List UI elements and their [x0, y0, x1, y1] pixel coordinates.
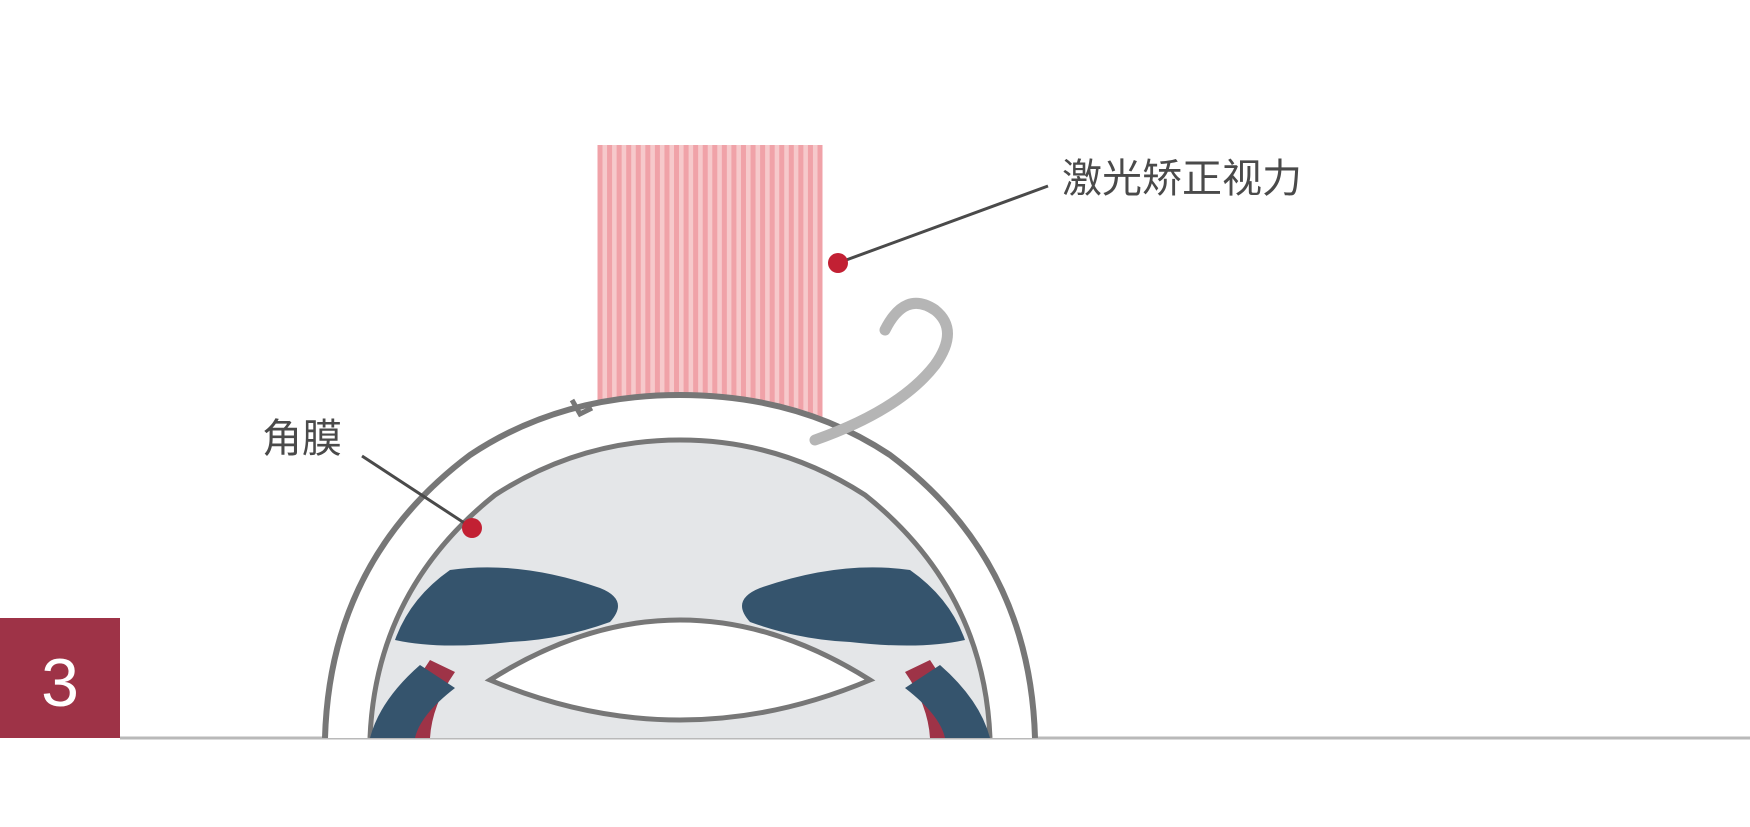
laser-beam-fill	[600, 145, 820, 427]
step-number: 3	[41, 645, 79, 721]
callout-cornea-dot	[462, 518, 482, 538]
callout-laser: 激光矫正视力	[828, 146, 1302, 273]
callout-laser-dot	[828, 253, 848, 273]
diagram-canvas: 3 激光矫正视力 角膜	[0, 0, 1750, 827]
laser-beam	[600, 145, 820, 427]
callout-cornea-label: 角膜	[262, 406, 342, 464]
callout-laser-line	[838, 186, 1048, 263]
corneal-flap	[815, 303, 948, 440]
callout-laser-label: 激光矫正视力	[1062, 146, 1302, 204]
step-badge: 3	[0, 618, 120, 738]
